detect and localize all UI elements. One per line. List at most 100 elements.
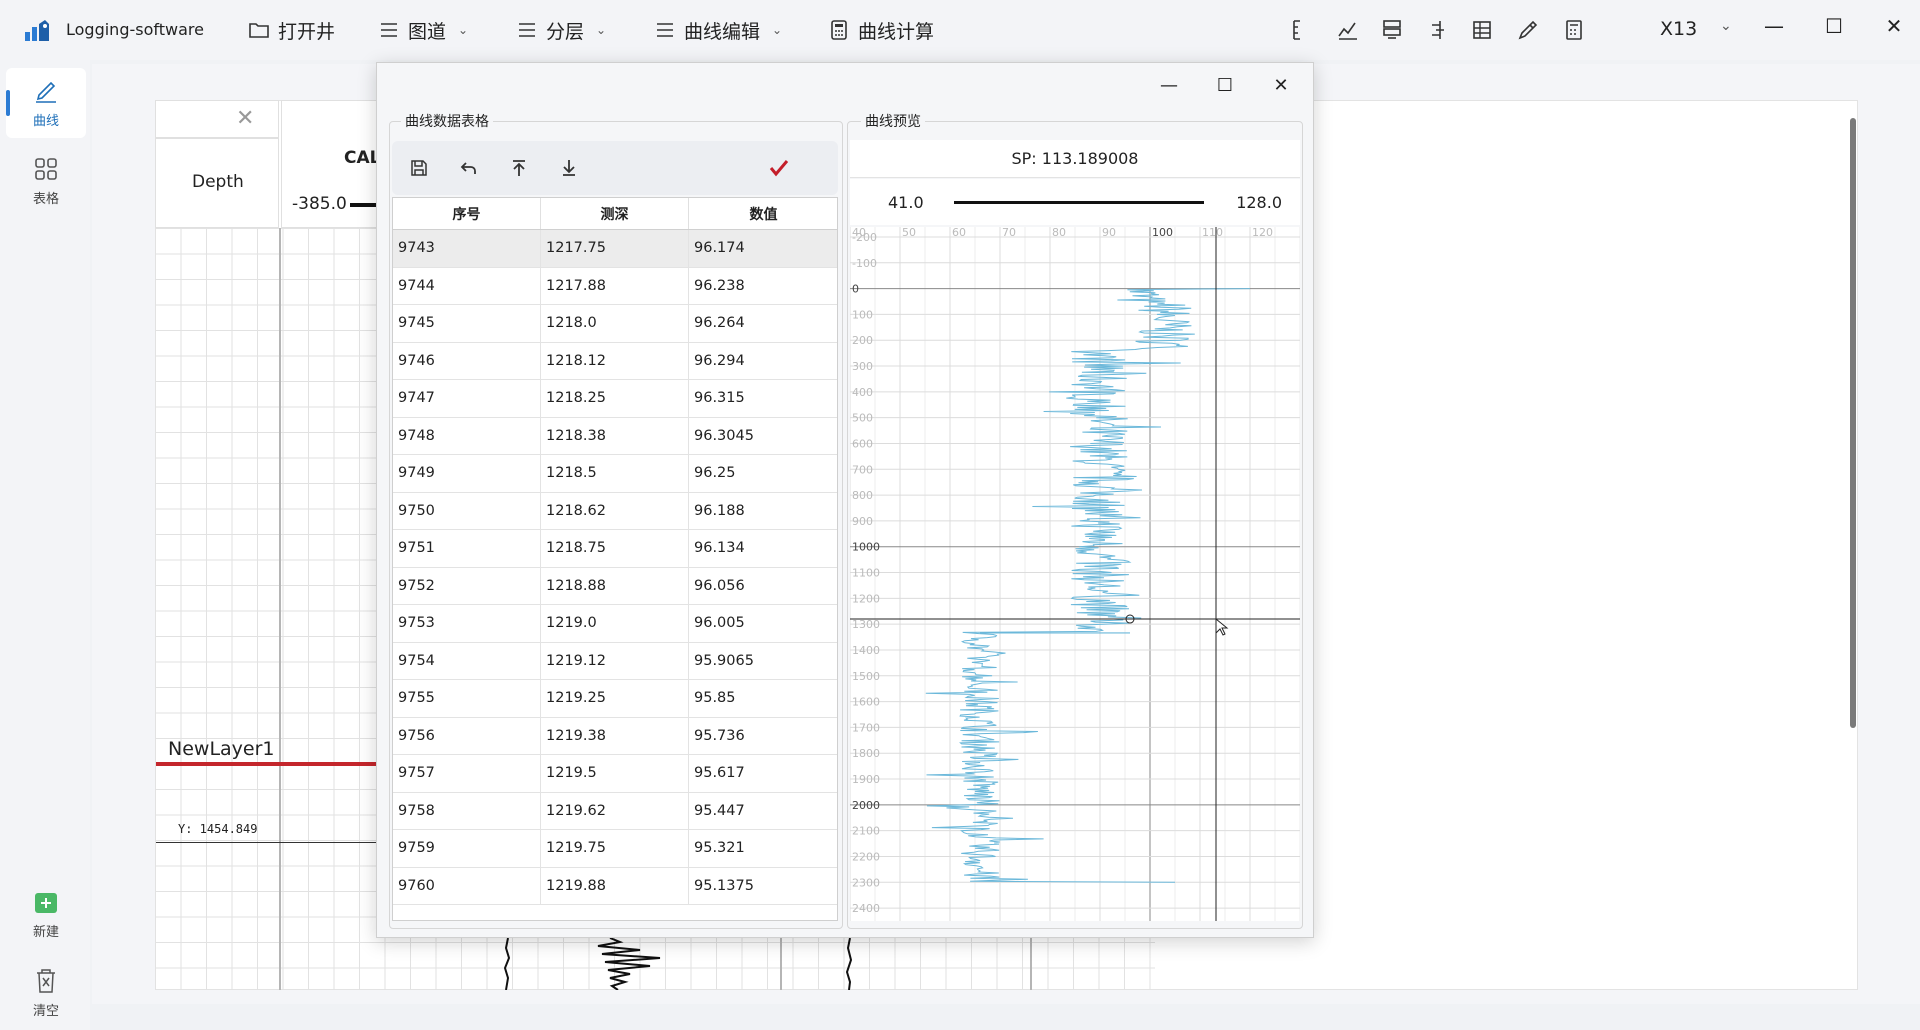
table-grid-icon[interactable] <box>1470 18 1494 42</box>
cell-index[interactable]: 9752 <box>393 567 541 604</box>
cell-depth[interactable]: 1218.0 <box>541 305 689 342</box>
cell-value[interactable]: 95.1375 <box>689 868 837 905</box>
cell-index[interactable]: 9754 <box>393 642 541 679</box>
vertical-scrollbar[interactable] <box>1850 118 1856 728</box>
table-row[interactable]: 9747 1218.25 96.315 <box>393 380 837 418</box>
cell-depth[interactable]: 1219.88 <box>541 867 689 904</box>
cell-depth[interactable]: 1218.75 <box>541 530 689 567</box>
menu-track[interactable]: 图道 ⌄ <box>378 16 468 44</box>
menu-open-well[interactable]: 打开井 <box>248 16 335 44</box>
layer-boundary-line[interactable] <box>156 762 376 766</box>
depth-ruler-icon[interactable] <box>1286 18 1310 42</box>
cell-index[interactable]: 9751 <box>393 530 541 567</box>
cell-value[interactable]: 96.188 <box>689 493 837 530</box>
cell-value[interactable]: 96.238 <box>689 268 837 305</box>
close-track-icon[interactable]: ✕ <box>236 106 255 131</box>
sidebar-item-clear[interactable]: 清空 <box>6 958 86 1028</box>
cell-index[interactable]: 9748 <box>393 417 541 454</box>
cell-value[interactable]: 96.3045 <box>689 418 837 455</box>
table-row[interactable]: 9757 1219.5 95.617 <box>393 755 837 793</box>
cell-depth[interactable]: 1218.38 <box>541 417 689 454</box>
cell-depth[interactable]: 1219.0 <box>541 605 689 642</box>
table-row[interactable]: 9752 1218.88 96.056 <box>393 567 837 605</box>
curve-data-table[interactable]: 序号 测深 数值 9743 1217.75 96.174 9744 1217.88 96.… <box>392 197 838 921</box>
cell-depth[interactable]: 1218.62 <box>541 492 689 529</box>
table-row[interactable]: 9756 1219.38 95.736 <box>393 717 837 755</box>
cell-value[interactable]: 95.447 <box>689 793 837 830</box>
column-header-value[interactable]: 数值 <box>689 198 837 229</box>
table-row[interactable]: 9754 1219.12 95.9065 <box>393 642 837 680</box>
cell-depth[interactable]: 1217.75 <box>541 230 689 267</box>
cell-value[interactable]: 96.315 <box>689 380 837 417</box>
align-tracks-icon[interactable] <box>1426 18 1450 42</box>
sidebar-item-new[interactable]: 新建 <box>6 880 86 950</box>
menu-layer[interactable]: 分层 ⌄ <box>516 16 606 44</box>
dialog-close-button[interactable]: ✕ <box>1273 74 1289 96</box>
cell-value[interactable]: 96.005 <box>689 605 837 642</box>
cell-index[interactable]: 9758 <box>393 792 541 829</box>
cell-value[interactable]: 96.174 <box>689 230 837 267</box>
calculator-icon[interactable] <box>1562 18 1586 42</box>
dialog-minimize-button[interactable]: — <box>1160 74 1178 96</box>
cell-value[interactable]: 96.264 <box>689 305 837 342</box>
edit-brush-icon[interactable] <box>1516 18 1540 42</box>
cell-index[interactable]: 9749 <box>393 455 541 492</box>
cell-index[interactable]: 9743 <box>393 230 541 267</box>
cell-value[interactable]: 95.321 <box>689 830 837 867</box>
cell-value[interactable]: 95.9065 <box>689 643 837 680</box>
cell-index[interactable]: 9747 <box>393 380 541 417</box>
table-row[interactable]: 9743 1217.75 96.174 <box>393 230 837 268</box>
dialog-maximize-button[interactable]: ☐ <box>1216 74 1234 96</box>
move-to-top-button[interactable] <box>506 155 532 181</box>
cell-value[interactable]: 96.294 <box>689 343 837 380</box>
close-button[interactable]: ✕ <box>1885 14 1903 38</box>
table-row[interactable]: 9750 1218.62 96.188 <box>393 492 837 530</box>
cell-index[interactable]: 9745 <box>393 305 541 342</box>
cell-index[interactable]: 9757 <box>393 755 541 792</box>
cell-depth[interactable]: 1218.25 <box>541 380 689 417</box>
column-header-depth[interactable]: 测深 <box>541 198 689 229</box>
table-row[interactable]: 9760 1219.88 95.1375 <box>393 867 837 905</box>
cell-depth[interactable]: 1218.12 <box>541 342 689 379</box>
cell-index[interactable]: 9756 <box>393 717 541 754</box>
table-row[interactable]: 9759 1219.75 95.321 <box>393 830 837 868</box>
menu-curve-calc[interactable]: 曲线计算 <box>828 16 934 44</box>
cell-depth[interactable]: 1218.5 <box>541 455 689 492</box>
cell-index[interactable]: 9750 <box>393 492 541 529</box>
cell-value[interactable]: 96.056 <box>689 568 837 605</box>
cell-value[interactable]: 95.617 <box>689 755 837 792</box>
cell-index[interactable]: 9744 <box>393 267 541 304</box>
cell-depth[interactable]: 1218.88 <box>541 567 689 604</box>
table-row[interactable]: 9745 1218.0 96.264 <box>393 305 837 343</box>
cell-index[interactable]: 9753 <box>393 605 541 642</box>
minimize-button[interactable]: — <box>1764 14 1784 38</box>
cell-depth[interactable]: 1219.12 <box>541 642 689 679</box>
table-row[interactable]: 9755 1219.25 95.85 <box>393 680 837 718</box>
table-row[interactable]: 9744 1217.88 96.238 <box>393 267 837 305</box>
sidebar-item-curve[interactable]: 曲线 <box>6 68 86 138</box>
cell-depth[interactable]: 1219.38 <box>541 717 689 754</box>
cell-value[interactable]: 96.25 <box>689 455 837 492</box>
undo-button[interactable] <box>456 155 482 181</box>
cell-depth[interactable]: 1219.75 <box>541 830 689 867</box>
menu-curve-edit[interactable]: 曲线编辑 ⌄ <box>654 16 782 44</box>
cell-depth[interactable]: 1219.5 <box>541 755 689 792</box>
table-row[interactable]: 9753 1219.0 96.005 <box>393 605 837 643</box>
stack-layers-icon[interactable] <box>1380 18 1404 42</box>
confirm-button[interactable] <box>766 155 792 181</box>
cell-value[interactable]: 96.134 <box>689 530 837 567</box>
preview-plot-svg[interactable]: 40 50 60 70 80 90 100 110 120 -200 -100 0 100 200 300 4… <box>849 226 1301 921</box>
column-header-index[interactable]: 序号 <box>393 198 541 229</box>
window-selector[interactable]: X13 <box>1660 18 1698 40</box>
cell-depth[interactable]: 1219.25 <box>541 680 689 717</box>
cell-index[interactable]: 9755 <box>393 680 541 717</box>
preview-plot-area[interactable]: 40 50 60 70 80 90 100 110 120 -200 -100 0 100 200 300 4… <box>849 226 1301 921</box>
cell-index[interactable]: 9760 <box>393 867 541 904</box>
table-row[interactable]: 9746 1218.12 96.294 <box>393 342 837 380</box>
table-row[interactable]: 9758 1219.62 95.447 <box>393 792 837 830</box>
table-row[interactable]: 9751 1218.75 96.134 <box>393 530 837 568</box>
cell-depth[interactable]: 1217.88 <box>541 267 689 304</box>
sidebar-item-table[interactable]: 表格 <box>6 146 86 216</box>
curve-chart-icon[interactable] <box>1336 18 1360 42</box>
table-row[interactable]: 9749 1218.5 96.25 <box>393 455 837 493</box>
